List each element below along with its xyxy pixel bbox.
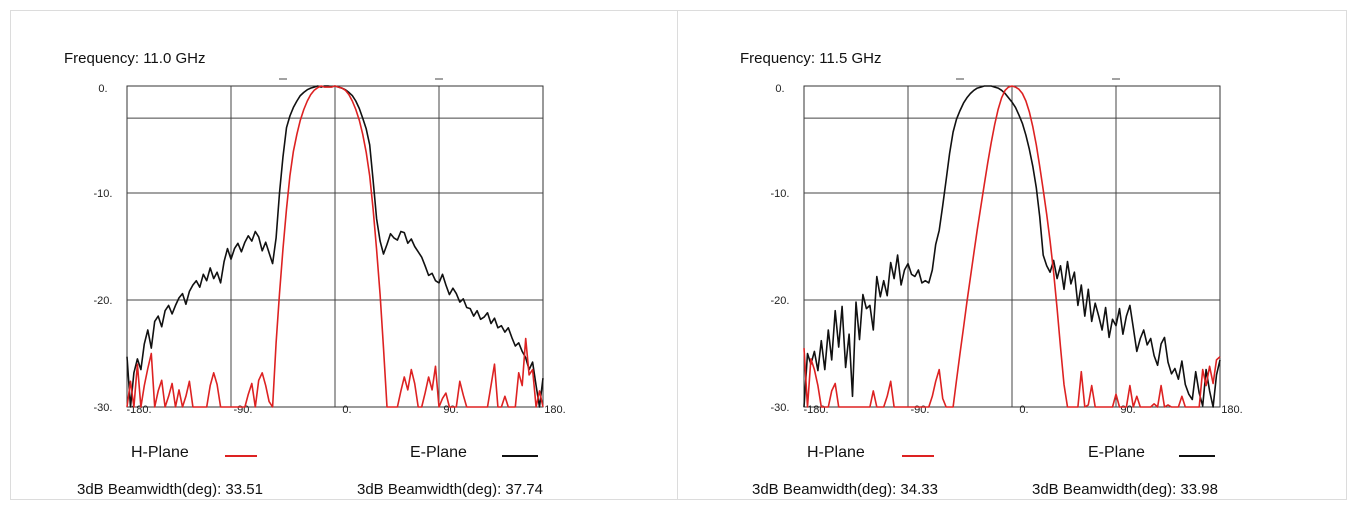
legend-swatch-h-plane	[902, 455, 934, 457]
legend-swatch-e-plane	[1179, 455, 1215, 457]
chart-panel-1: Frequency: 11.0 GHz 0. -10. -20. -30. -180. -…	[0, 0, 678, 511]
y-tick-label: -30.	[771, 402, 790, 414]
beamwidth-e-plane: 3dB Beamwidth(deg): 37.74	[357, 481, 543, 498]
legend-label-h-plane: H-Plane	[807, 444, 865, 462]
polar-pattern-chart: 0.-10.-20.-30. -180. -90. 0. 90. 180.	[677, 0, 1355, 511]
x-tick-label: -90.	[234, 404, 253, 416]
legend-label-e-plane: E-Plane	[1088, 444, 1145, 462]
y-tick-label: 0.	[98, 83, 107, 95]
y-tick-label: -10.	[94, 188, 113, 200]
legend-swatch-e-plane	[502, 455, 538, 457]
beamwidth-h-plane: 3dB Beamwidth(deg): 33.51	[77, 481, 263, 498]
beamwidth-e-plane: 3dB Beamwidth(deg): 33.98	[1032, 481, 1218, 498]
y-tick-label: -30.	[94, 402, 113, 414]
y-tick-label: -20.	[94, 295, 113, 307]
x-tick-label: 180.	[544, 404, 565, 416]
y-tick-label: -10.	[771, 188, 790, 200]
x-tick-label: -90.	[911, 404, 930, 416]
x-tick-label: 0.	[342, 404, 351, 416]
legend-label-h-plane: H-Plane	[131, 444, 189, 462]
polar-pattern-chart: 0.-10.-20.-30. -180. -90. 0. 90. 180.	[0, 0, 678, 511]
x-tick-label: 180.	[1221, 404, 1242, 416]
chart-panel-2: Frequency: 11.5 GHz 0. -10. -20. -30. -180. -…	[677, 0, 1355, 511]
x-tick-label: 0.	[1019, 404, 1028, 416]
y-tick-label: 0.	[775, 83, 784, 95]
beamwidth-h-plane: 3dB Beamwidth(deg): 34.33	[752, 481, 938, 498]
legend-label-e-plane: E-Plane	[410, 444, 467, 462]
legend-swatch-h-plane	[225, 455, 257, 457]
y-tick-label: -20.	[771, 295, 790, 307]
